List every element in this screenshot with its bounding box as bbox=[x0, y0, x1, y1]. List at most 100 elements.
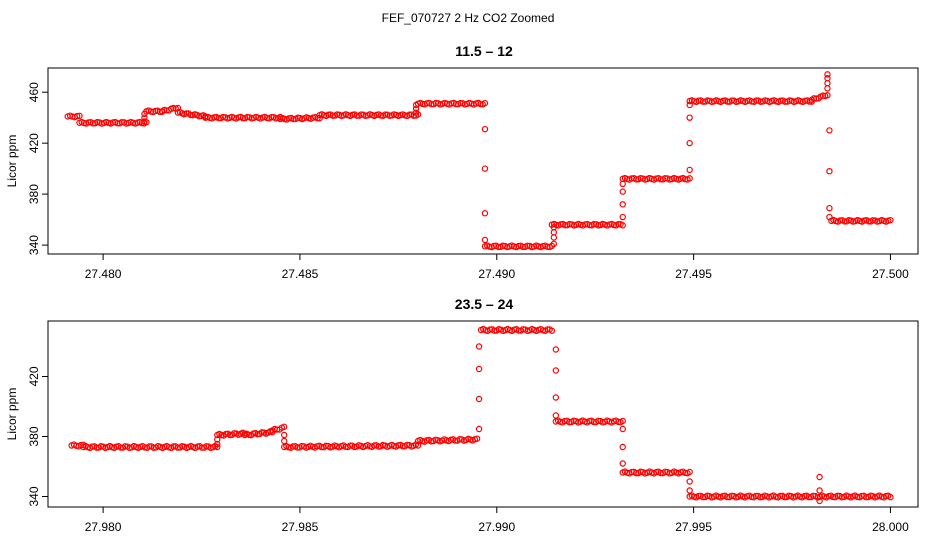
plot-frame bbox=[47, 67, 919, 255]
x-tick-label: 27.980 bbox=[85, 520, 122, 534]
data-point bbox=[686, 468, 693, 476]
panel-upper: 11.5 – 12 Licor ppm 27.480 27.485 27.490 27… bbox=[5, 43, 919, 281]
data-point bbox=[76, 112, 83, 120]
data-point bbox=[325, 111, 332, 118]
data-point bbox=[141, 110, 148, 118]
data-point bbox=[695, 97, 702, 104]
y-tick-label: 420 bbox=[27, 133, 41, 153]
data-point bbox=[826, 167, 833, 175]
data-point bbox=[824, 92, 831, 99]
data-point bbox=[619, 188, 626, 195]
data-point bbox=[619, 201, 626, 208]
x-tick-label: 28.000 bbox=[872, 520, 909, 534]
data-point bbox=[686, 114, 693, 121]
data-point bbox=[552, 367, 560, 374]
x-tick-label: 27.495 bbox=[675, 267, 712, 281]
x-tick-label: 27.500 bbox=[872, 267, 909, 281]
data-point bbox=[412, 109, 420, 116]
y-tick-label: 420 bbox=[27, 366, 41, 386]
panel-lower: 23.5 – 24 Licor ppm 27.980 27.985 27.990 27… bbox=[5, 296, 919, 534]
data-point bbox=[824, 74, 831, 82]
data-point bbox=[686, 139, 693, 147]
data-point bbox=[73, 112, 81, 120]
data-point bbox=[824, 71, 831, 78]
data-point bbox=[816, 473, 823, 481]
data-point bbox=[865, 218, 872, 225]
x-tick-label: 27.995 bbox=[675, 520, 712, 534]
data-point bbox=[211, 114, 218, 121]
data-point bbox=[544, 243, 551, 250]
x-tick-label: 27.990 bbox=[478, 520, 515, 534]
data-point bbox=[619, 425, 626, 433]
panel-title: 11.5 – 12 bbox=[455, 43, 513, 59]
data-point bbox=[475, 365, 483, 373]
data-point bbox=[619, 443, 626, 451]
data-point bbox=[552, 394, 560, 401]
x-tick-label: 27.485 bbox=[282, 267, 319, 281]
data-point bbox=[619, 222, 626, 229]
data-point bbox=[353, 112, 361, 119]
data-point bbox=[412, 105, 420, 112]
figure-title: FEF_070727 2 Hz CO2 Zoomed bbox=[382, 11, 555, 25]
data-point bbox=[686, 487, 693, 494]
data-point bbox=[826, 213, 833, 221]
data-point bbox=[281, 431, 288, 439]
data-point bbox=[481, 125, 489, 133]
data-point bbox=[281, 423, 288, 430]
data-point bbox=[619, 460, 626, 467]
data-point bbox=[481, 236, 489, 244]
axes: 27.480 27.485 27.490 27.495 27.500 340 380 420 4… bbox=[27, 82, 909, 281]
data-point bbox=[548, 327, 556, 334]
data-point bbox=[214, 440, 221, 448]
data-point bbox=[777, 97, 784, 104]
data-point bbox=[473, 435, 481, 442]
data-point bbox=[475, 343, 483, 350]
data-point bbox=[816, 497, 823, 505]
data-point bbox=[550, 224, 558, 231]
data-point bbox=[610, 221, 618, 229]
data-point bbox=[619, 180, 626, 188]
data-point bbox=[552, 346, 560, 353]
data-point bbox=[239, 114, 247, 122]
axes: 27.980 27.985 27.990 27.995 28.000 340 380 420 bbox=[27, 366, 909, 534]
data-point bbox=[686, 175, 693, 182]
data-point bbox=[475, 425, 483, 433]
y-tick-label: 380 bbox=[27, 184, 41, 204]
y-axis-label: Licor ppm bbox=[5, 135, 19, 188]
data-point bbox=[214, 436, 221, 443]
data-point bbox=[619, 213, 626, 221]
data-point bbox=[481, 165, 489, 172]
data-point bbox=[824, 85, 831, 92]
data-point bbox=[141, 118, 148, 125]
data-points bbox=[68, 325, 894, 505]
data-point bbox=[682, 175, 689, 183]
data-point bbox=[887, 493, 894, 501]
data-point bbox=[490, 242, 498, 250]
data-point bbox=[281, 437, 288, 445]
data-point bbox=[477, 100, 484, 108]
data-point bbox=[412, 101, 420, 109]
data-point bbox=[263, 114, 271, 122]
data-point bbox=[557, 221, 564, 228]
data-point bbox=[887, 216, 894, 224]
y-tick-label: 460 bbox=[27, 82, 41, 102]
data-point bbox=[836, 217, 844, 224]
data-point bbox=[141, 114, 148, 121]
data-point bbox=[824, 80, 831, 87]
plot-frame bbox=[47, 320, 919, 508]
data-point bbox=[826, 127, 833, 134]
data-point bbox=[550, 229, 558, 236]
data-point bbox=[686, 101, 693, 109]
x-tick-label: 27.985 bbox=[282, 520, 319, 534]
data-point bbox=[475, 395, 483, 403]
data-point bbox=[481, 210, 489, 217]
panel-title: 23.5 – 24 bbox=[455, 296, 514, 312]
data-points bbox=[64, 71, 894, 251]
y-axis-label: Licor ppm bbox=[5, 388, 19, 441]
data-point bbox=[686, 166, 693, 174]
y-tick-label: 340 bbox=[27, 235, 41, 255]
data-point bbox=[816, 487, 823, 494]
x-tick-label: 27.480 bbox=[85, 267, 122, 281]
